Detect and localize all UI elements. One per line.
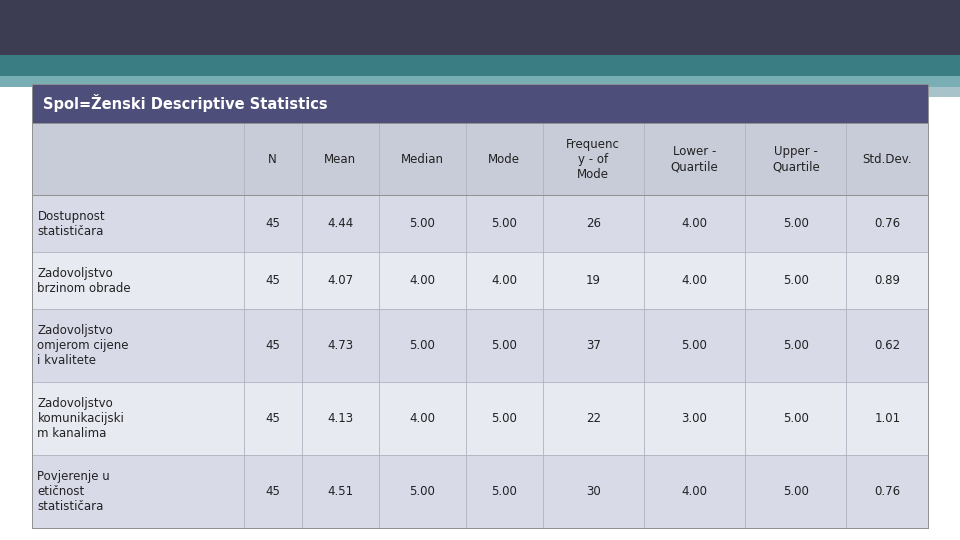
Text: 4.00: 4.00: [409, 274, 435, 287]
Text: 5.00: 5.00: [782, 217, 808, 231]
Bar: [32, 309, 928, 382]
Text: 5.00: 5.00: [409, 217, 435, 231]
Text: Zadovoljstvo
komunikacijski
m kanalima: Zadovoljstvo komunikacijski m kanalima: [37, 397, 124, 440]
Text: 5.00: 5.00: [782, 274, 808, 287]
Text: 45: 45: [265, 339, 280, 352]
Text: 5.00: 5.00: [492, 411, 517, 425]
Text: 45: 45: [265, 484, 280, 498]
Text: 30: 30: [586, 484, 601, 498]
Text: 37: 37: [586, 339, 601, 352]
Text: Mode: Mode: [488, 152, 520, 166]
Text: 4.00: 4.00: [682, 217, 708, 231]
Text: 0.76: 0.76: [875, 217, 900, 231]
Text: 4.07: 4.07: [327, 274, 353, 287]
Text: 5.00: 5.00: [409, 484, 435, 498]
Text: 5.00: 5.00: [492, 339, 517, 352]
Text: 5.00: 5.00: [682, 339, 708, 352]
Text: Lower -
Quartile: Lower - Quartile: [671, 145, 718, 173]
Bar: [0, 0, 960, 57]
Bar: [32, 252, 928, 309]
Text: 4.44: 4.44: [327, 217, 353, 231]
Text: 0.76: 0.76: [875, 484, 900, 498]
Text: N: N: [269, 152, 277, 166]
Text: Upper -
Quartile: Upper - Quartile: [772, 145, 820, 173]
Text: 5.00: 5.00: [492, 217, 517, 231]
Bar: [32, 84, 928, 123]
Text: Zadovoljstvo
brzinom obrade: Zadovoljstvo brzinom obrade: [37, 267, 132, 294]
Text: Spol=Ženski Descriptive Statistics: Spol=Ženski Descriptive Statistics: [43, 94, 327, 112]
Text: 5.00: 5.00: [782, 484, 808, 498]
Text: Std.Dev.: Std.Dev.: [862, 152, 912, 166]
Text: 5.00: 5.00: [782, 339, 808, 352]
Text: 4.00: 4.00: [682, 274, 708, 287]
Text: 19: 19: [586, 274, 601, 287]
Text: Zadovoljstvo
omjerom cijene
i kvalitete: Zadovoljstvo omjerom cijene i kvalitete: [37, 324, 129, 367]
Bar: [32, 123, 928, 195]
Text: 45: 45: [265, 411, 280, 425]
Text: 26: 26: [586, 217, 601, 231]
Text: 5.00: 5.00: [409, 339, 435, 352]
Text: 4.00: 4.00: [682, 484, 708, 498]
Text: Povjerenje u
etičnost
statističara: Povjerenje u etičnost statističara: [37, 470, 110, 512]
Bar: [32, 195, 928, 252]
Text: 5.00: 5.00: [492, 484, 517, 498]
Text: 4.51: 4.51: [327, 484, 353, 498]
Bar: [32, 382, 928, 455]
Text: 0.89: 0.89: [875, 274, 900, 287]
Bar: [0, 76, 643, 87]
Text: Frequenc
y - of
Mode: Frequenc y - of Mode: [566, 138, 620, 180]
Text: 5.00: 5.00: [782, 411, 808, 425]
Bar: [32, 455, 928, 528]
Text: 45: 45: [265, 274, 280, 287]
Text: 45: 45: [265, 217, 280, 231]
Text: 4.00: 4.00: [409, 411, 435, 425]
Text: 4.13: 4.13: [327, 411, 353, 425]
Text: 1.01: 1.01: [875, 411, 900, 425]
Text: 3.00: 3.00: [682, 411, 708, 425]
Text: Mean: Mean: [324, 152, 356, 166]
Text: 4.00: 4.00: [492, 274, 517, 287]
Bar: [0, 55, 960, 76]
Bar: [643, 76, 960, 87]
Bar: [883, 87, 960, 97]
Text: 4.73: 4.73: [327, 339, 353, 352]
Text: 0.62: 0.62: [875, 339, 900, 352]
Text: Median: Median: [400, 152, 444, 166]
Bar: [643, 87, 883, 97]
Text: Dostupnost
statističara: Dostupnost statističara: [37, 210, 105, 238]
Text: 22: 22: [586, 411, 601, 425]
